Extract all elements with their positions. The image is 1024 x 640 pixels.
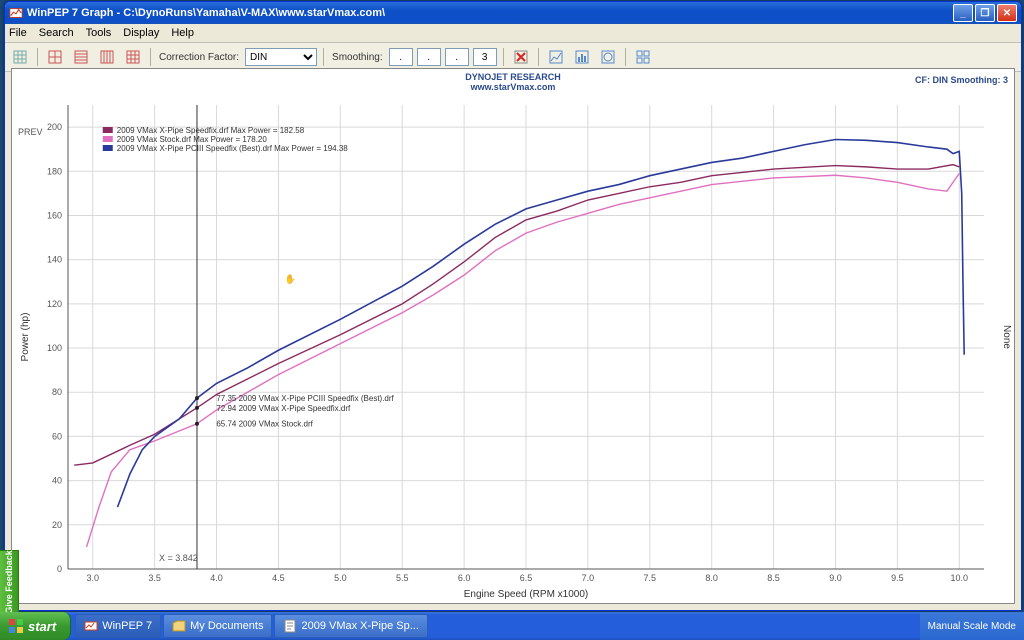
svg-text:77.35 2009 VMax X-Pipe PCIII S: 77.35 2009 VMax X-Pipe PCIII Speedfix (B…: [216, 394, 394, 403]
svg-text:200: 200: [47, 122, 62, 132]
svg-text:3.5: 3.5: [148, 573, 161, 583]
svg-text:7.0: 7.0: [582, 573, 595, 583]
start-label: start: [28, 619, 56, 634]
svg-text:X = 3.842: X = 3.842: [159, 553, 198, 563]
smoothing-input-2[interactable]: [417, 48, 441, 66]
titlebar[interactable]: WinPEP 7 Graph - C:\DynoRuns\Yamaha\V-MA…: [5, 2, 1021, 24]
task-item[interactable]: 2009 VMax X-Pipe Sp...: [274, 614, 427, 638]
svg-text:4.0: 4.0: [210, 573, 223, 583]
view2-icon[interactable]: [571, 46, 593, 68]
svg-text:5.5: 5.5: [396, 573, 409, 583]
task-label: WinPEP 7: [102, 620, 152, 632]
svg-text:100: 100: [47, 343, 62, 353]
svg-text:0: 0: [57, 564, 62, 574]
smoothing-input-1[interactable]: [389, 48, 413, 66]
smoothing-input-3[interactable]: [445, 48, 469, 66]
minimize-button[interactable]: _: [953, 4, 973, 22]
task-item[interactable]: My Documents: [163, 614, 272, 638]
menu-file[interactable]: File: [9, 27, 27, 39]
delete-icon[interactable]: [510, 46, 532, 68]
svg-text:120: 120: [47, 299, 62, 309]
taskbar: start WinPEP 7 My Documents 2009 VMax X-…: [0, 612, 1024, 640]
svg-text:2009 VMax X-Pipe PCIII Speedfi: 2009 VMax X-Pipe PCIII Speedfix (Best).d…: [117, 144, 349, 153]
menu-help[interactable]: Help: [171, 27, 194, 39]
close-button[interactable]: ✕: [997, 4, 1017, 22]
svg-text:5.0: 5.0: [334, 573, 347, 583]
svg-text:8.5: 8.5: [767, 573, 780, 583]
grid3-icon[interactable]: [70, 46, 92, 68]
svg-text:140: 140: [47, 255, 62, 265]
svg-text:9.5: 9.5: [891, 573, 904, 583]
svg-text:72.94 2009 VMax X-Pipe Speedfi: 72.94 2009 VMax X-Pipe Speedfix.drf: [216, 404, 351, 413]
chart-title: DYNOJET RESEARCH: [465, 72, 561, 82]
windows-icon: [8, 618, 24, 634]
svg-text:4.5: 4.5: [272, 573, 285, 583]
grid5-icon[interactable]: [122, 46, 144, 68]
separator: [538, 48, 539, 66]
feedback-tab[interactable]: Give Feedback: [0, 550, 19, 614]
chart-subtitle: www.starVmax.com: [471, 82, 556, 92]
menu-display[interactable]: Display: [123, 27, 159, 39]
window-title: WinPEP 7 Graph - C:\DynoRuns\Yamaha\V-MA…: [27, 7, 953, 19]
svg-text:20: 20: [52, 520, 62, 530]
view4-icon[interactable]: [632, 46, 654, 68]
correction-factor-select[interactable]: DIN: [245, 48, 317, 66]
chart-svg: PREV 3.0 3.5 4.0 4.5 5.0 5.5 6.0 6.5 7.0 7.5 8.0 8.5…: [12, 95, 1014, 603]
svg-text:2009 VMax X-Pipe Speedfix.drf: 2009 VMax X-Pipe Speedfix.drf Max Power …: [117, 126, 305, 135]
separator: [150, 48, 151, 66]
separator: [625, 48, 626, 66]
grid2-icon[interactable]: [44, 46, 66, 68]
view3-icon[interactable]: [597, 46, 619, 68]
app-window: WinPEP 7 Graph - C:\DynoRuns\Yamaha\V-MA…: [4, 1, 1022, 611]
task-label: My Documents: [190, 620, 263, 632]
app-icon: [9, 6, 27, 20]
separator: [37, 48, 38, 66]
svg-text:160: 160: [47, 210, 62, 220]
taskbar-tasks: WinPEP 7 My Documents 2009 VMax X-Pipe S…: [71, 612, 432, 640]
svg-text:7.5: 7.5: [644, 573, 657, 583]
svg-text:✋: ✋: [285, 273, 296, 284]
correction-factor-label: Correction Factor:: [159, 52, 239, 63]
system-tray[interactable]: Manual Scale Mode: [920, 612, 1024, 640]
svg-text:80: 80: [52, 387, 62, 397]
desktop: WinPEP 7 Graph - C:\DynoRuns\Yamaha\V-MA…: [0, 0, 1024, 640]
svg-text:10.0: 10.0: [950, 573, 968, 583]
grid4-icon[interactable]: [96, 46, 118, 68]
window-controls: _ ❐ ✕: [953, 4, 1017, 22]
grid-icon[interactable]: [9, 46, 31, 68]
svg-text:60: 60: [52, 431, 62, 441]
feedback-label: Give Feedback: [4, 550, 14, 614]
svg-text:6.5: 6.5: [520, 573, 533, 583]
chart-header: DYNOJET RESEARCH www.starVmax.com CF: DI…: [12, 69, 1014, 96]
view1-icon[interactable]: [545, 46, 567, 68]
svg-text:None: None: [1001, 325, 1012, 349]
svg-text:Engine Speed (RPM x1000): Engine Speed (RPM x1000): [464, 589, 589, 600]
svg-text:65.74 2009 VMax Stock.drf: 65.74 2009 VMax Stock.drf: [216, 420, 313, 429]
svg-text:6.0: 6.0: [458, 573, 471, 583]
svg-text:40: 40: [52, 476, 62, 486]
svg-text:3.0: 3.0: [86, 573, 99, 583]
svg-text:2009 VMax Stock.drf Max Power: 2009 VMax Stock.drf Max Power = 178.20: [117, 135, 268, 144]
task-label: 2009 VMax X-Pipe Sp...: [301, 620, 418, 632]
menu-tools[interactable]: Tools: [86, 27, 112, 39]
chart-body[interactable]: PREV 3.0 3.5 4.0 4.5 5.0 5.5 6.0 6.5 7.0 7.5 8.0 8.5…: [12, 95, 1014, 603]
separator: [323, 48, 324, 66]
menu-search[interactable]: Search: [39, 27, 74, 39]
chart-cf-text: CF: DIN Smoothing: 3: [915, 75, 1008, 85]
menubar: File Search Tools Display Help: [5, 24, 1021, 43]
maximize-button[interactable]: ❐: [975, 4, 995, 22]
svg-text:Power (hp): Power (hp): [20, 313, 31, 362]
tray-text: Manual Scale Mode: [928, 621, 1016, 632]
separator: [503, 48, 504, 66]
svg-text:8.0: 8.0: [705, 573, 718, 583]
svg-text:PREV: PREV: [18, 127, 43, 137]
chart-frame: DYNOJET RESEARCH www.starVmax.com CF: DI…: [11, 68, 1015, 604]
svg-text:9.0: 9.0: [829, 573, 842, 583]
start-button[interactable]: start: [0, 612, 71, 640]
smoothing-input-4[interactable]: [473, 48, 497, 66]
svg-text:180: 180: [47, 166, 62, 176]
smoothing-label: Smoothing:: [332, 52, 383, 63]
task-item[interactable]: WinPEP 7: [75, 614, 161, 638]
